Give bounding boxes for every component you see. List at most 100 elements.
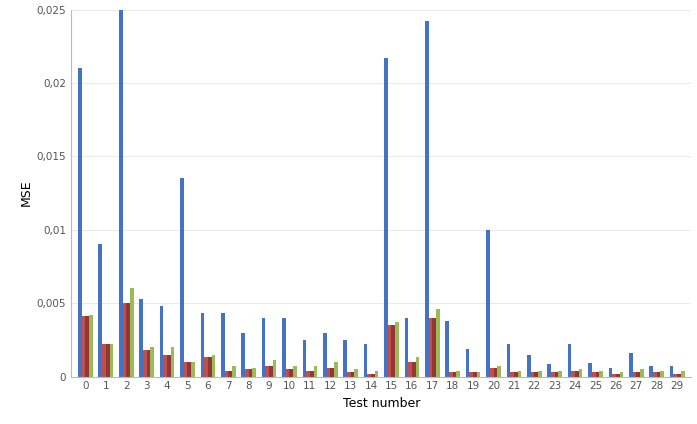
Bar (572, 371, 575, 377)
Bar (608, 368, 612, 377)
Bar (633, 372, 636, 377)
Y-axis label: MSE: MSE (20, 180, 33, 206)
Bar (130, 288, 134, 377)
Bar (457, 371, 460, 377)
Bar (273, 360, 277, 377)
Bar (612, 374, 616, 377)
Bar (327, 368, 330, 377)
Bar (673, 374, 677, 377)
Bar (314, 366, 317, 377)
Bar (527, 354, 530, 377)
Bar (490, 368, 493, 377)
Bar (530, 372, 535, 377)
Bar (579, 369, 583, 377)
Bar (102, 344, 106, 377)
Bar (599, 371, 603, 377)
Bar (367, 374, 371, 377)
Bar (404, 318, 408, 377)
Bar (171, 347, 174, 377)
Bar (249, 369, 252, 377)
Bar (201, 313, 204, 377)
Bar (653, 372, 657, 377)
Bar (109, 344, 113, 377)
Bar (670, 365, 673, 377)
Bar (204, 357, 208, 377)
Bar (429, 318, 432, 377)
Bar (334, 362, 337, 377)
X-axis label: Test number: Test number (343, 397, 420, 410)
Bar (629, 353, 633, 377)
Bar (323, 332, 327, 377)
Bar (184, 362, 187, 377)
Bar (514, 372, 518, 377)
Bar (89, 315, 93, 377)
Bar (208, 357, 211, 377)
Bar (547, 364, 551, 377)
Bar (392, 325, 395, 377)
Bar (221, 313, 224, 377)
Bar (558, 371, 562, 377)
Bar (538, 371, 542, 377)
Bar (415, 357, 420, 377)
Bar (241, 332, 245, 377)
Bar (310, 371, 314, 377)
Bar (289, 369, 293, 377)
Bar (354, 369, 358, 377)
Bar (151, 347, 154, 377)
Bar (470, 372, 473, 377)
Bar (640, 369, 644, 377)
Bar (82, 316, 86, 377)
Bar (636, 372, 640, 377)
Bar (436, 309, 440, 377)
Bar (228, 371, 232, 377)
Bar (388, 325, 392, 377)
Bar (592, 372, 595, 377)
Bar (282, 318, 286, 377)
Bar (269, 366, 273, 377)
Bar (408, 362, 412, 377)
Bar (344, 340, 347, 377)
Bar (487, 230, 490, 377)
Bar (126, 303, 130, 377)
Bar (306, 371, 310, 377)
Bar (555, 372, 558, 377)
Bar (139, 299, 143, 377)
Bar (302, 340, 306, 377)
Bar (518, 371, 521, 377)
Bar (661, 371, 664, 377)
Bar (568, 344, 572, 377)
Bar (453, 372, 457, 377)
Bar (616, 374, 620, 377)
Bar (384, 58, 388, 377)
Bar (98, 244, 102, 377)
Bar (575, 371, 579, 377)
Bar (432, 318, 436, 377)
Bar (497, 366, 501, 377)
Bar (412, 362, 415, 377)
Bar (551, 372, 555, 377)
Bar (224, 371, 228, 377)
Bar (78, 68, 82, 377)
Bar (180, 179, 184, 377)
Bar (510, 372, 514, 377)
Bar (375, 371, 378, 377)
Bar (445, 321, 449, 377)
Bar (371, 374, 375, 377)
Bar (351, 372, 354, 377)
Bar (211, 354, 215, 377)
Bar (650, 365, 653, 377)
Bar (395, 322, 399, 377)
Bar (286, 369, 289, 377)
Bar (681, 371, 684, 377)
Bar (187, 362, 191, 377)
Bar (493, 368, 497, 377)
Bar (191, 362, 194, 377)
Bar (657, 372, 661, 377)
Bar (245, 369, 249, 377)
Bar (449, 372, 453, 377)
Bar (620, 372, 623, 377)
Bar (86, 316, 89, 377)
Bar (252, 368, 256, 377)
Bar (146, 350, 151, 377)
Bar (477, 372, 480, 377)
